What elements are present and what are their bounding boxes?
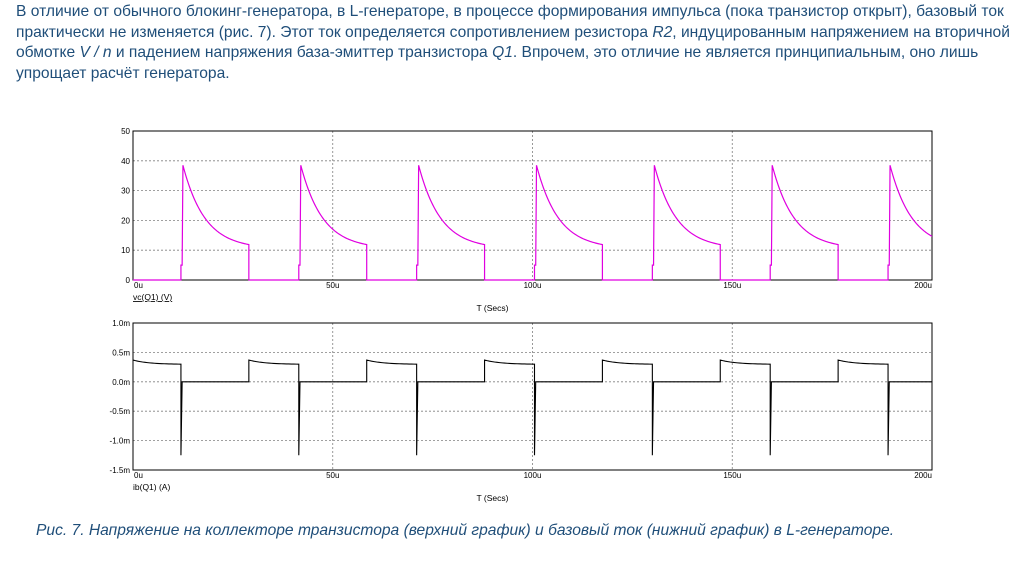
y-tick-label: -1.5m — [110, 466, 131, 475]
figure-caption: Рис. 7. Напряжение на коллекторе транзис… — [36, 522, 895, 539]
x-axis-label: T (Secs) — [477, 303, 509, 313]
x-axis-label: T (Secs) — [477, 493, 509, 503]
plot-frame — [132, 130, 933, 281]
y-tick-label: 0.5m — [112, 348, 130, 357]
intro-q1: Q1 — [492, 44, 513, 61]
y-tick-label: 20 — [121, 216, 130, 225]
y-tick-label: 40 — [121, 157, 130, 166]
intro-text-1: В отличие от обычного блокинг-генератора… — [16, 3, 1004, 41]
charts-figure: 0 10 20 30 40 50 0u 50u 100u 150u 200u T (Secs) vc(Q… — [110, 127, 933, 503]
series-label: vc(Q1) (V) — [133, 292, 172, 302]
x-tick-label: 0u — [134, 471, 143, 480]
intro-paragraph: В отличие от обычного блокинг-генератора… — [16, 2, 1016, 84]
y-tick-label: 1.0m — [112, 319, 130, 328]
plot-frame — [132, 322, 933, 471]
x-tick-label: 0u — [134, 281, 143, 290]
y-tick-label: 0 — [126, 276, 131, 285]
x-tick-label: 50u — [326, 471, 339, 480]
intro-vn: V / n — [79, 44, 112, 61]
intro-text-3: и падением напряжения база-эмиттер транз… — [111, 44, 493, 61]
y-tick-label: -0.5m — [110, 407, 131, 416]
intro-text-2: , индуцированным напряжением на вторично… — [16, 23, 1010, 62]
intro-text-4: . Впрочем, это отличие не является принц… — [16, 44, 979, 82]
x-tick-label: 200u — [914, 471, 932, 480]
voltage-trace — [133, 165, 933, 281]
y-tick-label: 30 — [121, 187, 130, 196]
x-tick-label: 200u — [914, 281, 932, 290]
y-tick-label: 50 — [121, 127, 130, 136]
x-tick-label: 150u — [723, 281, 741, 290]
x-tick-label: 50u — [326, 281, 339, 290]
y-tick-label: 10 — [121, 246, 130, 255]
top-chart: 0 10 20 30 40 50 0u 50u 100u 150u 200u T (Secs) vc(Q… — [121, 127, 933, 313]
y-tick-label: 0.0m — [112, 378, 130, 387]
x-tick-label: 100u — [524, 471, 542, 480]
intro-r2: R2 — [652, 23, 673, 41]
series-label: ib(Q1) (A) — [133, 482, 170, 492]
current-trace — [132, 359, 932, 456]
x-tick-label: 100u — [524, 281, 542, 290]
y-tick-label: -1.0m — [110, 437, 131, 446]
x-tick-label: 150u — [723, 471, 741, 480]
